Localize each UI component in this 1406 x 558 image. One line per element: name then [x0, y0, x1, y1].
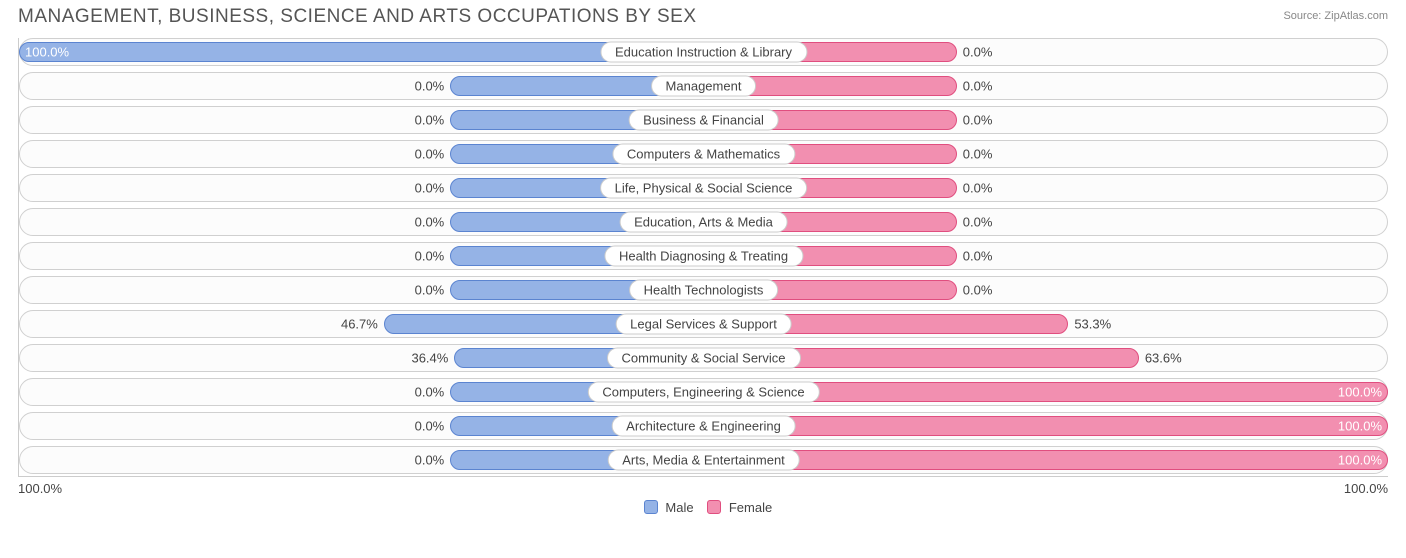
male-pct-label: 0.0% [415, 79, 445, 94]
female-pct-label: 0.0% [963, 249, 993, 264]
legend-label-female: Female [729, 500, 772, 515]
category-label: Community & Social Service [607, 348, 801, 369]
female-pct-label: 0.0% [963, 147, 993, 162]
female-pct-label: 0.0% [963, 45, 993, 60]
female-pct-label: 0.0% [963, 181, 993, 196]
legend: Male Female [0, 500, 1406, 515]
category-label: Architecture & Engineering [611, 416, 796, 437]
male-pct-label: 0.0% [415, 249, 445, 264]
chart-row: Life, Physical & Social Science 0.0% 0.0% [19, 174, 1388, 202]
category-label: Health Technologists [629, 280, 779, 301]
female-bar [704, 450, 1389, 470]
female-pct-label: 100.0% [1338, 419, 1382, 434]
category-label: Management [651, 76, 757, 97]
category-label: Computers & Mathematics [612, 144, 795, 165]
male-pct-label: 0.0% [415, 215, 445, 230]
female-pct-label: 63.6% [1145, 351, 1182, 366]
chart-plot-area: Education Instruction & Library 100.0% 0.0… [18, 38, 1388, 477]
axis-left-label: 100.0% [18, 481, 62, 496]
female-pct-label: 0.0% [963, 113, 993, 128]
category-label: Legal Services & Support [615, 314, 792, 335]
category-label: Education Instruction & Library [600, 42, 807, 63]
female-pct-label: 100.0% [1338, 385, 1382, 400]
chart-row: Education, Arts & Media 0.0% 0.0% [19, 208, 1388, 236]
male-pct-label: 0.0% [415, 453, 445, 468]
chart-header: MANAGEMENT, BUSINESS, SCIENCE AND ARTS O… [0, 0, 1406, 32]
chart-title: MANAGEMENT, BUSINESS, SCIENCE AND ARTS O… [18, 6, 697, 28]
category-label: Life, Physical & Social Science [600, 178, 808, 199]
chart-row: Legal Services & Support 46.7% 53.3% [19, 310, 1388, 338]
chart-row: Architecture & Engineering 0.0% 100.0% [19, 412, 1388, 440]
female-pct-label: 0.0% [963, 215, 993, 230]
male-pct-label: 0.0% [415, 113, 445, 128]
category-label: Health Diagnosing & Treating [604, 246, 803, 267]
female-pct-label: 0.0% [963, 283, 993, 298]
male-pct-label: 0.0% [415, 181, 445, 196]
chart-row: Computers & Mathematics 0.0% 0.0% [19, 140, 1388, 168]
male-pct-label: 100.0% [25, 45, 69, 60]
category-label: Arts, Media & Entertainment [607, 450, 800, 471]
male-pct-label: 0.0% [415, 385, 445, 400]
male-pct-label: 0.0% [415, 147, 445, 162]
chart-row: Business & Financial 0.0% 0.0% [19, 106, 1388, 134]
legend-swatch-female [707, 500, 721, 514]
chart-row: Education Instruction & Library 100.0% 0.0… [19, 38, 1388, 66]
chart-row: Health Diagnosing & Treating 0.0% 0.0% [19, 242, 1388, 270]
x-axis-labels: 100.0% 100.0% [18, 481, 1388, 496]
legend-label-male: Male [665, 500, 693, 515]
male-pct-label: 36.4% [411, 351, 448, 366]
axis-right-label: 100.0% [1344, 481, 1388, 496]
chart-row: Computers, Engineering & Science 0.0% 100.… [19, 378, 1388, 406]
female-pct-label: 53.3% [1074, 317, 1111, 332]
category-label: Computers, Engineering & Science [587, 382, 819, 403]
female-bar [704, 416, 1389, 436]
male-pct-label: 46.7% [341, 317, 378, 332]
category-label: Education, Arts & Media [619, 212, 788, 233]
female-pct-label: 0.0% [963, 79, 993, 94]
male-pct-label: 0.0% [415, 419, 445, 434]
chart-row: Health Technologists 0.0% 0.0% [19, 276, 1388, 304]
source-attribution: Source: ZipAtlas.com [1283, 10, 1388, 22]
chart-row: Management 0.0% 0.0% [19, 72, 1388, 100]
chart-row: Arts, Media & Entertainment 0.0% 100.0% [19, 446, 1388, 474]
category-label: Business & Financial [628, 110, 779, 131]
legend-swatch-male [644, 500, 658, 514]
male-pct-label: 0.0% [415, 283, 445, 298]
chart-row: Community & Social Service 36.4% 63.6% [19, 344, 1388, 372]
female-pct-label: 100.0% [1338, 453, 1382, 468]
